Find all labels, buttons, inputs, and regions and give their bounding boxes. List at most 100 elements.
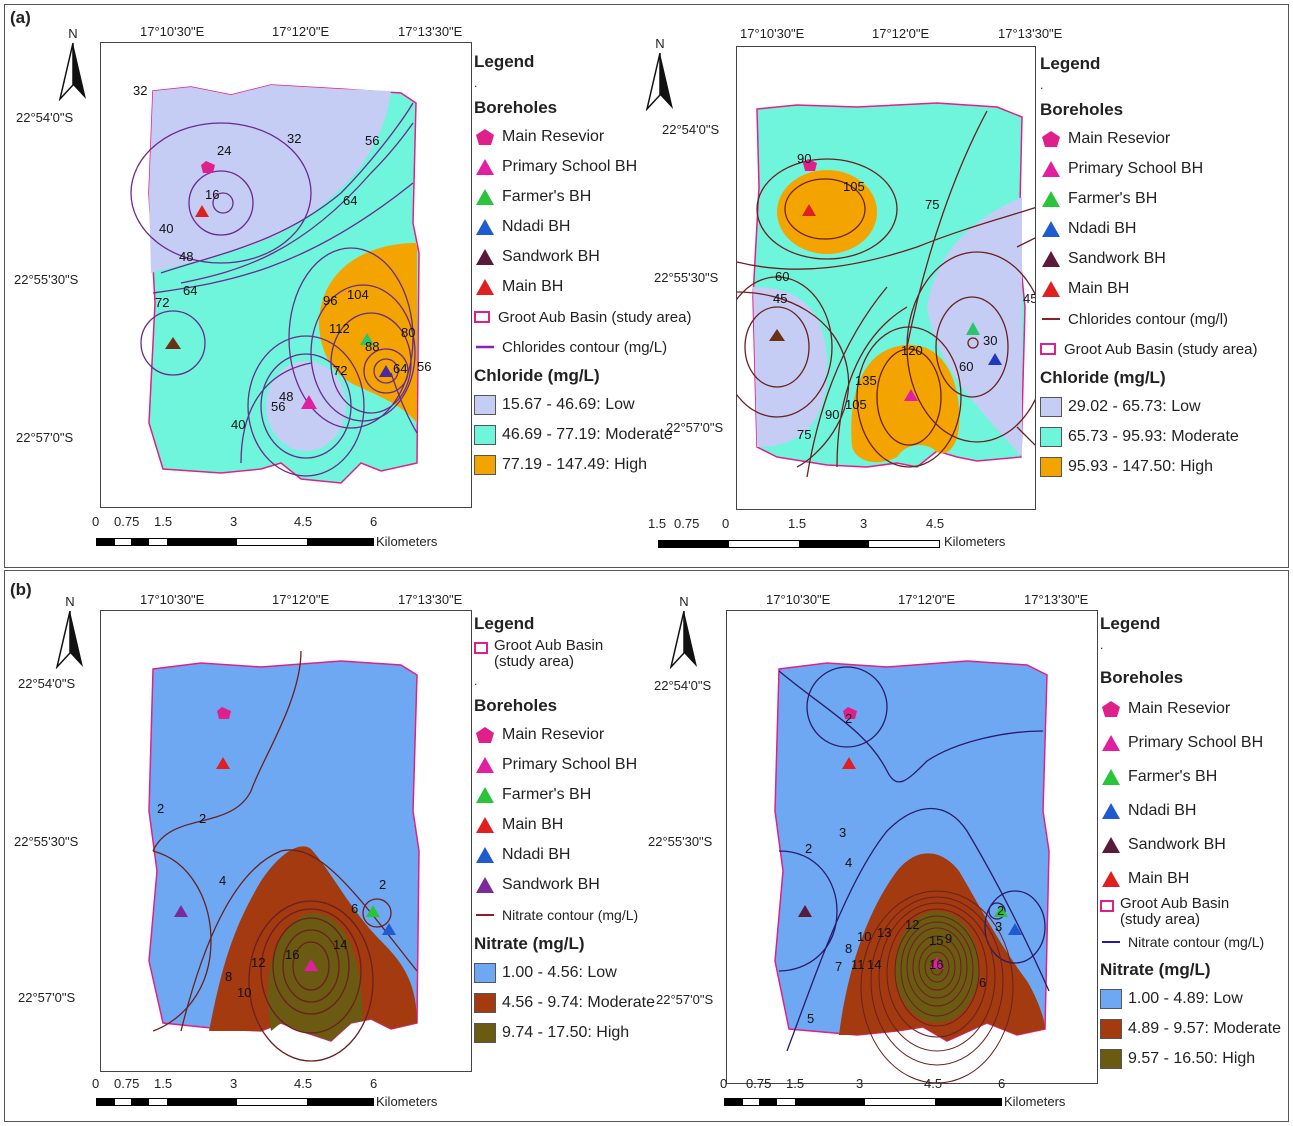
legend-dot: . [1040, 78, 1257, 92]
contour-value-label: 6 [979, 975, 986, 990]
class-high: 9.57 - 16.50: High [1128, 1050, 1255, 1068]
contour-value-label: 32 [287, 131, 301, 146]
legend-basin-line1: Groot Aub Basin [494, 638, 603, 654]
lon-label-3: 17°13'30"E [1024, 592, 1088, 607]
contour-value-label: 2 [805, 841, 812, 856]
legend-primary-school: Primary School BH [1068, 160, 1203, 178]
lon-label-2: 17°12'0"E [872, 26, 929, 41]
contour-value-label: 4 [219, 873, 226, 888]
lon-label-1: 17°10'30"E [140, 592, 204, 607]
north-arrow-icon [53, 609, 87, 669]
legend-dot: . [1100, 638, 1281, 652]
lat-label-2: 22°55'30"S [14, 272, 78, 287]
contour-value-label: 9 [945, 931, 952, 946]
contour-value-label: 120 [901, 343, 923, 358]
swatch-low [474, 963, 496, 983]
swatch-high [1100, 1049, 1122, 1069]
contour-value-label: 105 [845, 397, 867, 412]
contour-value-label: 88 [365, 339, 379, 354]
lat-label-3: 22°57'0"S [666, 420, 723, 435]
scale-units: Kilometers [944, 534, 1005, 549]
triangle-icon [474, 845, 496, 865]
contour-value-label: 48 [179, 249, 193, 264]
north-arrow: N [53, 594, 87, 674]
contour-value-label: 2 [997, 903, 1004, 918]
scale-bar-b1: 0 0.75 1.5 3 4.5 6 Kilometers [92, 1076, 462, 1092]
contour-value-label: 8 [845, 941, 852, 956]
pentagon-icon [474, 725, 496, 745]
contour-value-label: 104 [347, 287, 369, 302]
swatch-moderate [474, 425, 496, 445]
contour-value-label: 90 [825, 407, 839, 422]
contour-value-label: 3 [839, 825, 846, 840]
lat-label-1: 22°54'0"S [16, 110, 73, 125]
contour-value-label: 60 [775, 269, 789, 284]
class-moderate: 65.73 - 95.93: Moderate [1068, 428, 1239, 446]
legend-main-reservoir: Main Resevior [502, 726, 604, 744]
contour-value-label: 45 [773, 291, 787, 306]
map-a1: 32 24 16 32 56 64 40 48 64 72 96 104 112 80 88 72 64 56 48… [100, 42, 472, 508]
class-high: 77.19 - 147.49: High [502, 456, 647, 474]
scale-units: Kilometers [376, 534, 437, 549]
lat-label-2: 22°55'30"S [648, 834, 712, 849]
contour-value-label: 7 [835, 959, 842, 974]
contour-value-label: 135 [855, 373, 877, 388]
legend-main-bh: Main BH [1068, 280, 1129, 298]
triangle-icon [474, 217, 496, 237]
triangle-icon [474, 157, 496, 177]
legend-basin: Groot Aub Basin (study area) [498, 309, 691, 326]
contour-value-label: 12 [905, 917, 919, 932]
lon-label-2: 17°12'0"E [272, 24, 329, 39]
swatch-high [474, 1023, 496, 1043]
class-moderate: 46.69 - 77.19: Moderate [502, 426, 673, 444]
lon-label-2: 17°12'0"E [272, 592, 329, 607]
contour-value-label: 56 [271, 399, 285, 414]
contour-value-label: 3 [995, 919, 1002, 934]
contour-value-label: 2 [379, 877, 386, 892]
panel-a-label: (a) [10, 8, 31, 28]
legend-main-reservoir: Main Resevior [1128, 700, 1230, 718]
lat-label-2: 22°55'30"S [14, 834, 78, 849]
contour-value-label: 2 [157, 801, 164, 816]
lon-label-1: 17°10'30"E [740, 26, 804, 41]
class-high: 95.93 - 147.50: High [1068, 458, 1213, 476]
triangle-icon [474, 247, 496, 267]
legend-farmer: Farmer's BH [1068, 190, 1157, 208]
legend-basin-line1: Groot Aub Basin [1120, 896, 1229, 912]
triangle-icon [474, 815, 496, 835]
contour-value-label: 56 [365, 133, 379, 148]
triangle-icon [474, 875, 496, 895]
legend-farmer: Farmer's BH [502, 188, 591, 206]
contour-value-label: 11 [851, 957, 865, 972]
legend-farmer: Farmer's BH [502, 786, 591, 804]
legend-ndadi: Ndadi BH [502, 218, 570, 236]
north-arrow: N [56, 26, 90, 106]
legend-main-bh: Main BH [502, 816, 563, 834]
scale-bar-a1: 0 0.75 1.5 3 4.5 6 Kilometers [92, 514, 462, 530]
contour-value-label: 112 [329, 321, 350, 336]
contour-value-label: 96 [323, 293, 337, 308]
contour-value-label: 40 [231, 417, 245, 432]
contour-value-label: 6 [351, 901, 358, 916]
legend-sandwork: Sandwork BH [502, 876, 600, 894]
legend-class-title: Chloride (mg/L) [474, 366, 691, 386]
legend-dot: . [474, 674, 655, 688]
swatch-moderate [474, 993, 496, 1013]
legend-a1: Legend . Boreholes Main Resevior Primary… [474, 52, 691, 480]
legend-main-bh: Main BH [1128, 870, 1189, 888]
lat-label-1: 22°54'0"S [662, 122, 719, 137]
triangle-icon [1100, 869, 1122, 889]
triangle-icon [1100, 801, 1122, 821]
contour-value-label: 10 [857, 929, 871, 944]
contour-value-label: 14 [867, 957, 881, 972]
contour-value-label: 10 [237, 985, 251, 1000]
pentagon-icon [474, 127, 496, 147]
contour-value-label: 64 [393, 361, 407, 376]
legend-class-title: Nitrate (mg/L) [1100, 960, 1281, 980]
triangle-icon [474, 187, 496, 207]
legend-main-bh: Main BH [502, 278, 563, 296]
basin-swatch [474, 642, 488, 654]
lon-label-3: 17°13'30"E [398, 592, 462, 607]
contour-value-label: 72 [333, 363, 347, 378]
legend-class-title: Chloride (mg/L) [1040, 368, 1257, 388]
